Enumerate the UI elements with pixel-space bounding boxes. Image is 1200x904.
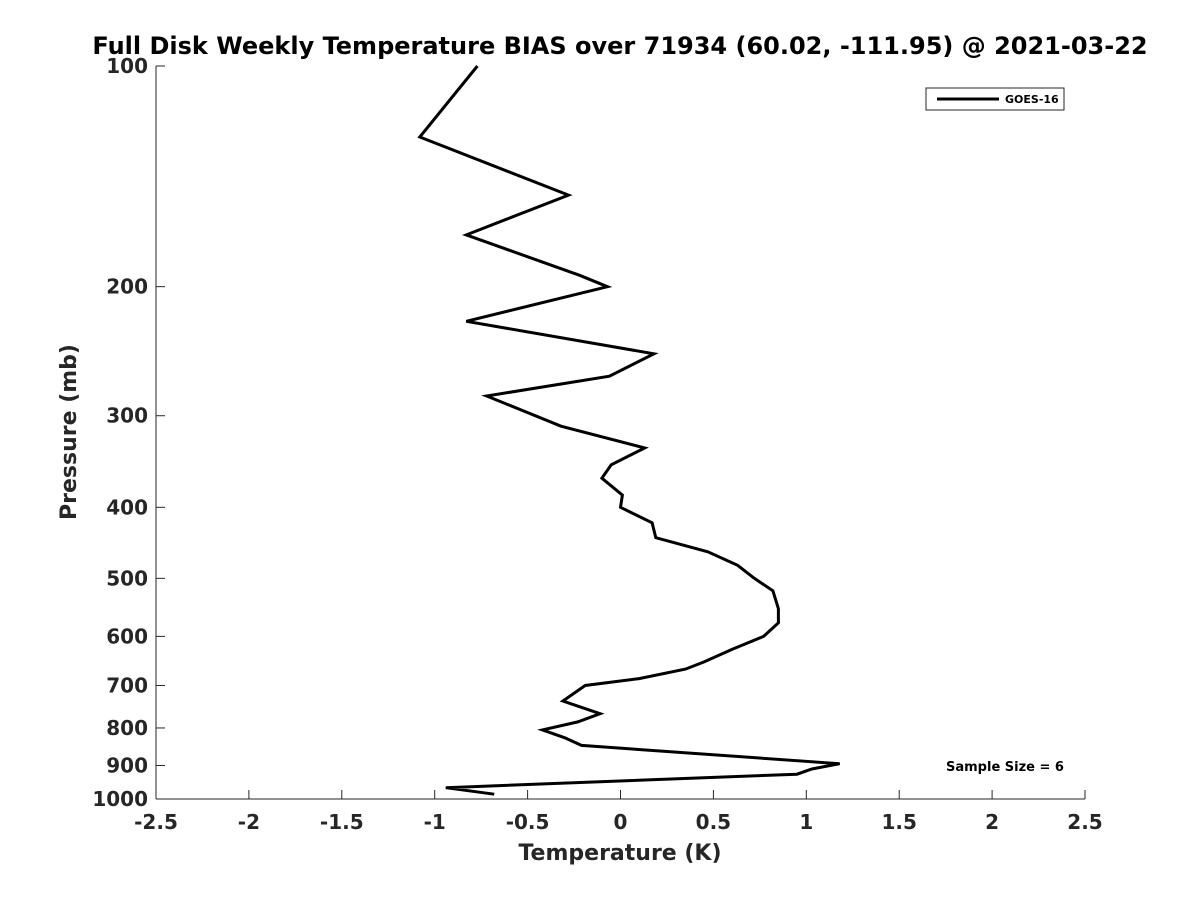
series-line-goes-16	[417, 65, 840, 796]
x-tick-label: 0	[614, 810, 628, 834]
y-axis-label: Pressure (mb)	[57, 344, 82, 520]
y-tick-label: 300	[106, 404, 148, 428]
y-tick-label: 100	[106, 54, 148, 78]
x-tick-label: -1	[424, 810, 446, 834]
y-tick-label: 600	[106, 624, 148, 648]
x-tick-label: 2.5	[1067, 810, 1102, 834]
x-tick-label: -1.5	[320, 810, 364, 834]
x-axis-label: Temperature (K)	[518, 841, 721, 866]
x-tick-label: -2.5	[134, 810, 178, 834]
x-tick-label: 2	[985, 810, 999, 834]
y-tick-label: 700	[106, 673, 148, 697]
y-tick-label: 200	[106, 275, 148, 299]
y-tick-label: 400	[106, 495, 148, 519]
plot-area	[156, 66, 1085, 799]
sample-size-annotation: Sample Size = 6	[946, 760, 1064, 775]
legend-entry-label: GOES-16	[1005, 93, 1059, 106]
legend: GOES-16	[925, 87, 1065, 111]
y-tick-label: 800	[106, 716, 148, 740]
chart-title: Full Disk Weekly Temperature BIAS over 7…	[92, 32, 1147, 60]
y-tick-label: 500	[106, 566, 148, 590]
y-tick-label: 900	[106, 753, 148, 777]
x-tick-label: -0.5	[506, 810, 550, 834]
y-tick-label: 1000	[92, 787, 148, 811]
x-tick-label: -2	[238, 810, 260, 834]
x-tick-label: 1	[799, 810, 813, 834]
x-tick-label: 0.5	[696, 810, 731, 834]
x-tick-label: 1.5	[881, 810, 916, 834]
